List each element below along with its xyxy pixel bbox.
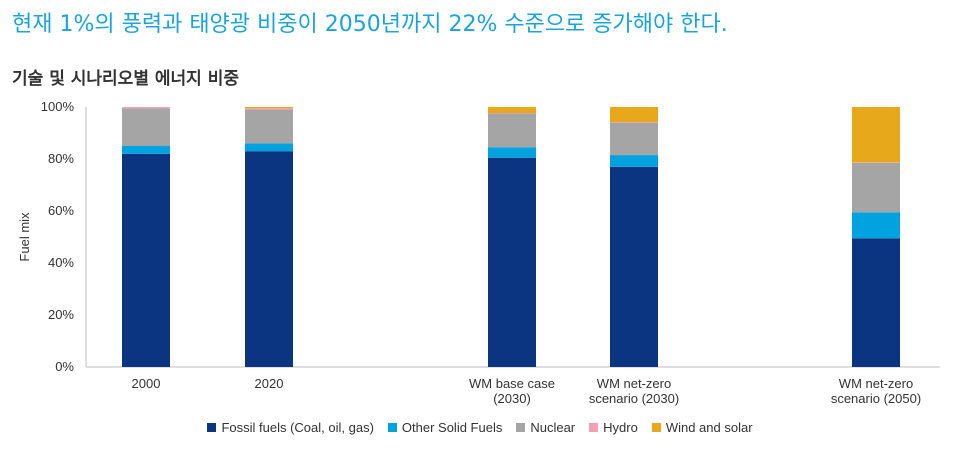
legend-label: Fossil fuels (Coal, oil, gas) — [221, 420, 374, 435]
y-tick-label: 20% — [48, 307, 74, 322]
x-category-label: (2030) — [493, 391, 531, 406]
legend-swatch — [207, 423, 217, 432]
legend-swatch — [516, 423, 526, 432]
chart-subtitle: 기술 및 시나리오별 에너지 비중 — [12, 69, 239, 89]
bar-segment — [122, 146, 170, 154]
legend-item: Fossil fuels (Coal, oil, gas) — [207, 420, 374, 435]
bar-segment — [245, 108, 293, 110]
x-category-label: scenario (2030) — [589, 391, 679, 406]
legend-item: Nuclear — [516, 420, 575, 435]
y-tick-label: 100% — [41, 99, 75, 114]
legend-label: Other Solid Fuels — [401, 420, 503, 435]
bar-segment — [245, 143, 293, 152]
legend-item: Hydro — [589, 420, 638, 435]
bar-segment — [610, 155, 658, 167]
bar-segment — [488, 147, 536, 158]
legend-item: Wind and solar — [651, 420, 753, 435]
bar-segment — [852, 212, 900, 239]
bar-segment — [610, 122, 658, 123]
headline: 현재 1%의 풍력과 태양광 비중이 2050년까지 22% 수준으로 증가해야… — [12, 12, 728, 37]
bar-segment — [610, 107, 658, 123]
legend-swatch — [651, 423, 661, 432]
bar-segment — [245, 109, 293, 144]
bar-segment — [852, 162, 900, 163]
x-category-label: 2000 — [132, 376, 161, 391]
bar-segment — [852, 107, 900, 163]
legend-swatch — [387, 423, 397, 432]
x-category-label: WM base case — [469, 376, 555, 391]
chart-legend: Fossil fuels (Coal, oil, gas) Other Solid… — [0, 420, 960, 435]
y-tick-label: 60% — [48, 203, 74, 218]
legend-label: Hydro — [603, 420, 638, 435]
bar-segment — [610, 166, 658, 367]
legend-label: Nuclear — [530, 420, 576, 435]
bar-segment — [852, 238, 900, 367]
bar-segment — [488, 113, 536, 148]
bar-segment — [245, 151, 293, 367]
x-category-label: scenario (2050) — [831, 391, 921, 406]
x-category-label: 2020 — [255, 376, 284, 391]
y-axis-title: Fuel mix — [17, 212, 32, 262]
bar-segment — [122, 107, 170, 109]
bar-segment — [488, 107, 536, 113]
y-tick-label: 0% — [55, 359, 74, 374]
bar-segment — [488, 112, 536, 114]
x-category-label: WM net-zero — [839, 376, 913, 391]
bar-segment — [610, 122, 658, 156]
y-tick-label: 80% — [48, 151, 74, 166]
x-category-label: WM net-zero — [597, 376, 671, 391]
legend-label: Wind and solar — [665, 420, 753, 435]
bar-segment — [122, 108, 170, 146]
bar-segment — [852, 162, 900, 213]
legend-item: Other Solid Fuels — [387, 420, 503, 435]
bar-segment — [245, 107, 293, 109]
y-tick-label: 40% — [48, 255, 74, 270]
legend-swatch — [589, 423, 599, 432]
bar-segment — [488, 157, 536, 367]
bar-segment — [122, 153, 170, 367]
